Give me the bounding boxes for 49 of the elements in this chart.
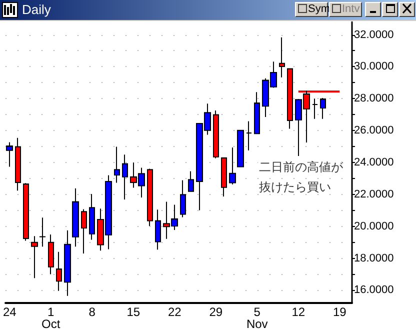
x-tick-label: 29	[209, 305, 223, 319]
y-tick-label: 18.0000	[354, 252, 394, 264]
candlestick	[254, 92, 260, 134]
candlestick	[155, 209, 161, 250]
x-tick-label: 5 Nov	[246, 305, 268, 330]
candlestick	[320, 98, 326, 120]
x-tick-label: 15	[126, 305, 140, 319]
candlestick	[39, 217, 46, 248]
candlestick	[6, 142, 13, 168]
candlestick	[31, 236, 38, 279]
candlestick	[237, 130, 244, 168]
candlestick	[15, 137, 21, 192]
candlestick	[180, 180, 186, 218]
y-tick-label: 20.0000	[354, 220, 394, 232]
x-tick-label: 8	[88, 305, 96, 319]
y-tick-label: 28.0000	[354, 92, 394, 105]
x-tick-label: 1 Oct	[42, 305, 61, 330]
x-tick-label: 19	[332, 305, 347, 319]
candlestick	[213, 110, 219, 159]
x-tick-label: 24	[2, 305, 17, 319]
candlestick	[114, 146, 120, 184]
candlestick	[312, 98, 318, 120]
candlestick	[56, 251, 62, 292]
candlestick	[188, 170, 194, 192]
candlestick	[72, 188, 79, 248]
candlestick	[147, 168, 153, 227]
y-tick-label: 22.0000	[354, 188, 394, 200]
chart-title: Daily	[22, 2, 51, 17]
candlestick	[81, 208, 87, 254]
candlestick	[229, 146, 236, 185]
candlestick	[246, 120, 252, 151]
candlestick	[279, 36, 285, 78]
y-tick-label: 26.0000	[354, 124, 394, 137]
y-tick-label: 32.0000	[354, 28, 394, 41]
x-tick-label: 12	[292, 305, 306, 319]
candlestick	[89, 193, 95, 240]
y-tick-label: 24.0000	[354, 156, 394, 168]
candlestick	[23, 182, 29, 242]
annotation: 二日前の高値が	[259, 160, 344, 174]
x-tick-label: 22	[168, 305, 182, 319]
candlestick	[64, 230, 71, 296]
y-tick-label: 30.0000	[354, 60, 394, 73]
toggle-button: Intv	[329, 2, 362, 17]
y-tick-label: 16.0000	[354, 284, 394, 296]
candlestick	[287, 68, 293, 130]
candlestick	[221, 157, 227, 198]
candlestick	[48, 234, 54, 275]
candlestick	[122, 154, 128, 200]
annotation: 抜けたら買い	[259, 180, 331, 194]
